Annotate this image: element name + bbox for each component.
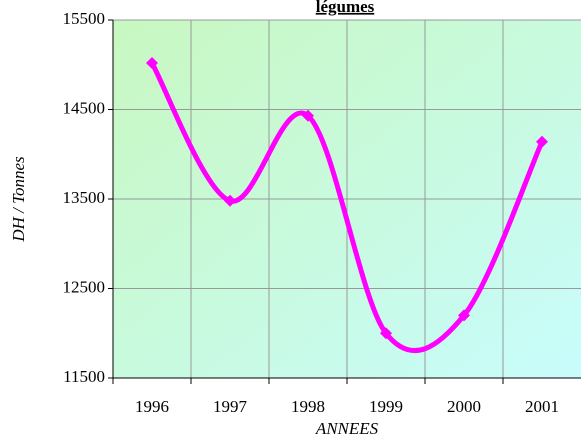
data-point (224, 194, 236, 207)
y-tick-label: 11500 (63, 367, 105, 386)
y-tick-label: 13500 (63, 188, 106, 207)
chart-title: légumes (316, 0, 375, 16)
series-line (149, 61, 545, 354)
x-tick-label: 1997 (213, 397, 248, 416)
data-point (302, 109, 314, 122)
data-point (536, 135, 548, 148)
x-tick-label: 1998 (291, 397, 325, 416)
data-point (458, 309, 470, 322)
data-point (380, 327, 392, 340)
x-tick-label: 1999 (369, 397, 403, 416)
x-tick-label: 1996 (135, 397, 169, 416)
data-point (146, 56, 158, 69)
y-tick-label: 15500 (63, 9, 106, 28)
x-axis-label: ANNEES (315, 419, 379, 438)
y-tick-label: 12500 (63, 277, 106, 296)
x-tick-label: 2001 (525, 397, 559, 416)
y-axis-label: DH / Tonnes (9, 156, 28, 243)
x-tick-label: 2000 (447, 397, 481, 416)
y-tick-label: 14500 (63, 98, 106, 117)
